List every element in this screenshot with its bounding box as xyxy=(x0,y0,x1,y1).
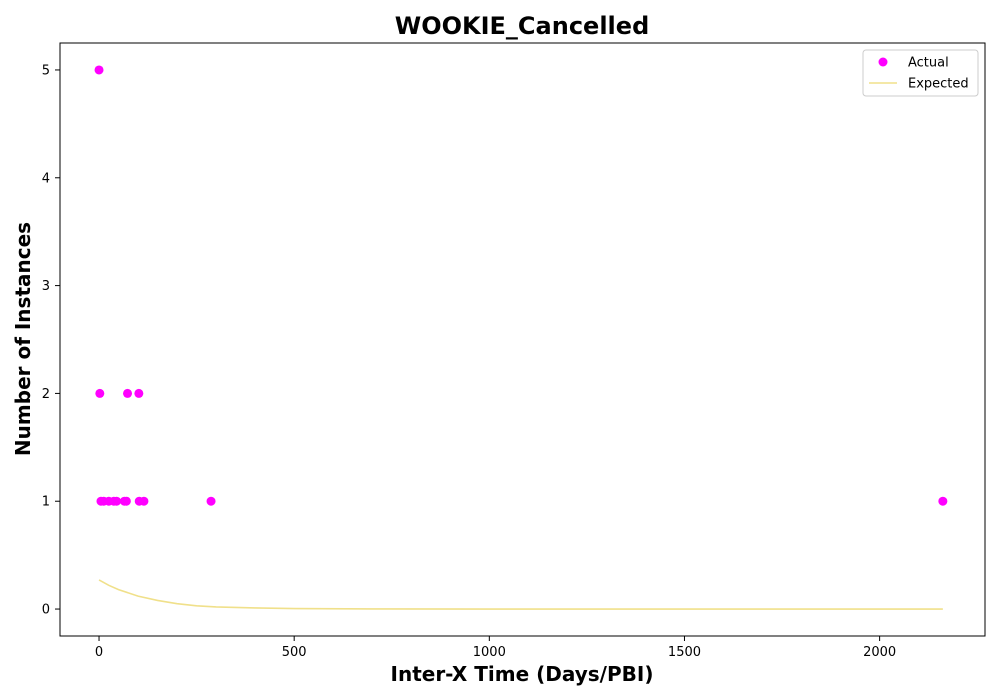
y-tick-label: 0 xyxy=(42,603,50,618)
actual-data-point xyxy=(112,496,122,506)
legend-label: Expected xyxy=(908,77,969,92)
legend-actual-marker xyxy=(878,57,888,67)
y-tick-label: 4 xyxy=(42,171,50,186)
legend-box xyxy=(862,49,979,97)
legend-label: Actual xyxy=(908,56,949,71)
actual-data-point xyxy=(938,496,948,506)
y-tick-label: 2 xyxy=(42,387,50,402)
actual-data-point xyxy=(123,388,133,398)
x-tick-label: 500 xyxy=(282,645,307,660)
plot-area: 0 500 1000 1500 2000 0 1 2 3 4 5 xyxy=(42,42,986,660)
x-tick-label: 0 xyxy=(95,645,103,660)
legend: Actual Expected xyxy=(862,49,979,97)
actual-data-point xyxy=(139,496,149,506)
actual-data-point xyxy=(134,388,144,398)
y-tick-label: 1 xyxy=(42,495,50,510)
axes-frame xyxy=(59,42,986,637)
actual-data-point xyxy=(206,496,216,506)
y-tick-label: 5 xyxy=(42,63,50,78)
y-axis-label: Number of Instances xyxy=(11,222,35,456)
actual-data-point xyxy=(95,388,105,398)
y-tick-label: 3 xyxy=(42,279,50,294)
x-tick-label: 1000 xyxy=(473,645,506,660)
chart-title: WOOKIE_Cancelled xyxy=(395,12,650,40)
x-tick-label: 1500 xyxy=(668,645,701,660)
expected-series-line xyxy=(98,579,943,610)
actual-data-point xyxy=(94,65,104,75)
actual-data-point xyxy=(121,496,131,506)
x-tick-label: 2000 xyxy=(863,645,896,660)
x-axis-label: Inter-X Time (Days/PBI) xyxy=(391,662,654,686)
